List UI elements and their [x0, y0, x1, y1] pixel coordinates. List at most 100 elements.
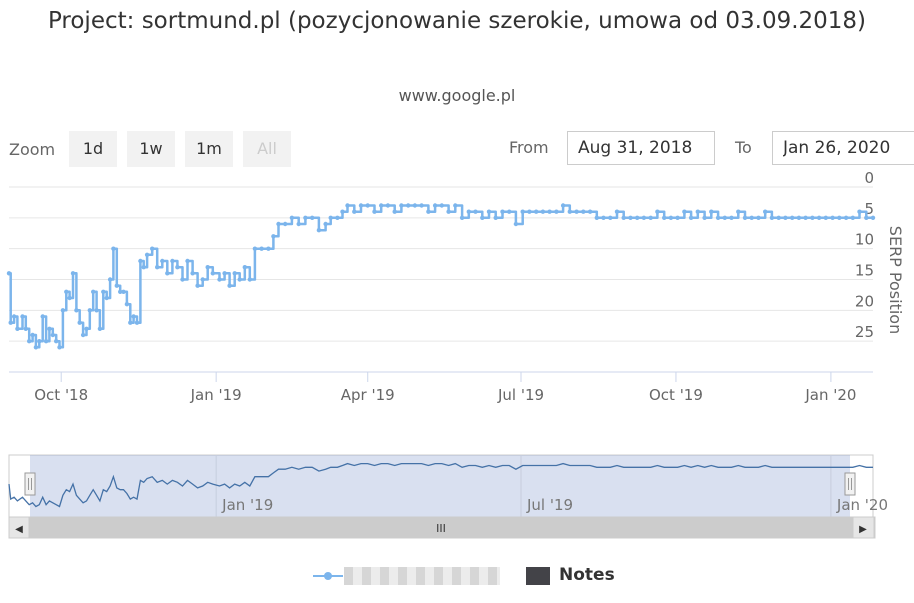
series-point[interactable]: [756, 215, 761, 220]
series-point[interactable]: [316, 228, 322, 233]
series-point[interactable]: [37, 339, 42, 344]
series-point[interactable]: [857, 209, 862, 214]
series-point[interactable]: [466, 209, 471, 214]
series-point[interactable]: [655, 209, 660, 214]
series-point[interactable]: [621, 215, 626, 220]
series-point[interactable]: [668, 215, 674, 220]
series-point[interactable]: [796, 215, 802, 220]
series-point[interactable]: [803, 215, 808, 220]
series-point[interactable]: [94, 308, 99, 313]
series-point[interactable]: [493, 215, 498, 220]
series-point[interactable]: [227, 283, 232, 288]
series-point[interactable]: [763, 209, 768, 214]
series-point[interactable]: [303, 215, 308, 220]
legend-notes-swatch[interactable]: [526, 567, 550, 585]
series-point[interactable]: [594, 215, 599, 220]
series-point[interactable]: [340, 209, 345, 214]
series-point[interactable]: [259, 246, 264, 251]
series-point[interactable]: [101, 289, 106, 294]
series-point[interactable]: [200, 277, 205, 282]
from-date-input[interactable]: [567, 131, 715, 165]
series-point[interactable]: [11, 314, 17, 319]
series-point[interactable]: [453, 203, 458, 208]
legend-notes-label[interactable]: Notes: [559, 565, 615, 585]
series-point[interactable]: [392, 209, 397, 214]
series-point[interactable]: [688, 215, 694, 220]
series-point[interactable]: [217, 277, 222, 282]
series-point[interactable]: [40, 314, 45, 319]
series-point[interactable]: [715, 215, 721, 220]
series-point[interactable]: [134, 320, 140, 325]
series-point[interactable]: [74, 308, 79, 313]
series-point[interactable]: [6, 271, 12, 276]
series-point[interactable]: [628, 215, 633, 220]
series-point[interactable]: [124, 302, 130, 307]
series-point[interactable]: [379, 203, 384, 208]
series-point[interactable]: [432, 203, 438, 208]
series-point[interactable]: [15, 326, 20, 331]
series-point[interactable]: [114, 283, 120, 288]
series-point[interactable]: [310, 215, 315, 220]
series-point[interactable]: [816, 215, 822, 220]
series-point[interactable]: [141, 265, 146, 270]
series-point[interactable]: [104, 295, 109, 301]
series-point[interactable]: [675, 215, 680, 220]
series-point[interactable]: [54, 339, 59, 344]
series-point[interactable]: [446, 209, 451, 214]
series-point[interactable]: [8, 320, 13, 325]
series-point[interactable]: [399, 203, 404, 208]
series-point[interactable]: [121, 289, 126, 294]
series-point[interactable]: [507, 209, 512, 214]
series-point[interactable]: [242, 265, 247, 270]
series-point[interactable]: [87, 308, 93, 313]
series-point[interactable]: [567, 209, 572, 214]
series-point[interactable]: [175, 265, 180, 270]
navigator-selected-range[interactable]: [30, 455, 850, 517]
series-point[interactable]: [480, 215, 485, 220]
series-point[interactable]: [237, 277, 242, 282]
series-point[interactable]: [682, 209, 687, 214]
series-point[interactable]: [486, 209, 492, 214]
zoom-1d-button[interactable]: 1d: [69, 131, 117, 167]
series-point[interactable]: [365, 203, 370, 208]
series-point[interactable]: [118, 289, 123, 294]
series-point[interactable]: [547, 209, 552, 214]
series-point[interactable]: [534, 209, 539, 214]
scroll-right-arrow[interactable]: ▶: [859, 524, 867, 535]
series-point[interactable]: [500, 209, 505, 214]
zoom-1m-button[interactable]: 1m: [185, 131, 233, 167]
series-point[interactable]: [84, 326, 89, 331]
series-point[interactable]: [352, 209, 357, 214]
series-line[interactable]: [9, 204, 873, 349]
series-point[interactable]: [358, 203, 364, 208]
series-point[interactable]: [702, 215, 707, 220]
series-point[interactable]: [335, 215, 340, 220]
series-point[interactable]: [97, 326, 103, 331]
series-point[interactable]: [128, 320, 133, 325]
series-point[interactable]: [289, 215, 295, 220]
series-point[interactable]: [23, 326, 28, 331]
series-point[interactable]: [70, 271, 76, 276]
series-point[interactable]: [372, 209, 377, 214]
series-point[interactable]: [155, 265, 160, 270]
series-point[interactable]: [77, 320, 82, 325]
series-point[interactable]: [276, 221, 281, 227]
series-point[interactable]: [67, 295, 72, 301]
series-point[interactable]: [91, 289, 96, 294]
series-point[interactable]: [247, 277, 252, 282]
series-point[interactable]: [736, 209, 741, 214]
series-point[interactable]: [33, 345, 39, 350]
navigator-right-handle[interactable]: [844, 472, 856, 496]
series-point[interactable]: [769, 215, 775, 220]
series-point[interactable]: [252, 246, 258, 251]
series-point[interactable]: [608, 215, 613, 220]
series-point[interactable]: [783, 215, 788, 220]
series-point[interactable]: [60, 308, 66, 313]
series-point[interactable]: [205, 265, 210, 270]
series-point[interactable]: [587, 209, 593, 214]
series-point[interactable]: [210, 271, 215, 276]
series-point[interactable]: [614, 209, 620, 214]
to-date-input[interactable]: [772, 131, 914, 165]
series-point[interactable]: [170, 258, 175, 264]
series-point[interactable]: [722, 215, 727, 220]
